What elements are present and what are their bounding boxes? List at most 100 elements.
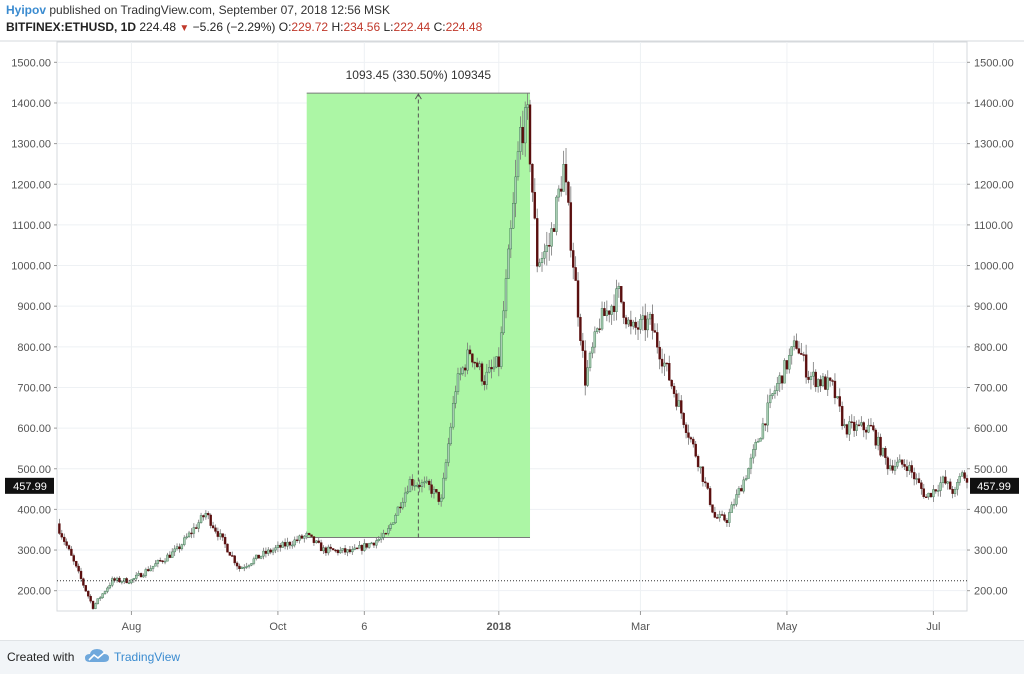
candle-body [838, 396, 841, 407]
y-tick-label-left: 700.00 [17, 382, 51, 394]
y-tick-label-right: 800.00 [974, 342, 1008, 354]
candle-body [663, 362, 666, 367]
candle-body [521, 126, 525, 144]
candle-body [77, 565, 80, 572]
candle-body [245, 566, 248, 568]
candle-body [120, 581, 124, 583]
candle-body [879, 436, 882, 456]
candle-body [281, 542, 284, 548]
candle-body [391, 522, 395, 525]
candle-body [207, 513, 210, 516]
candle-body [173, 548, 176, 553]
tradingview-cloud-icon[interactable] [84, 647, 110, 665]
last-price-value: 224.48 [139, 20, 177, 34]
candle-body [132, 578, 136, 580]
candle-body [502, 310, 505, 334]
candle-body [552, 228, 556, 232]
candle-body [487, 367, 491, 373]
candle-body [612, 305, 616, 312]
price-chart[interactable]: 200.00 200.00 300.00 300.00 400.00 400.00 500.… [0, 0, 1024, 640]
candle-body [795, 340, 798, 349]
candle-body [653, 330, 657, 333]
candle-body [327, 546, 330, 554]
candles-group [58, 93, 969, 610]
candle-body [668, 363, 671, 381]
candle-body [550, 228, 553, 247]
candle-body [533, 192, 537, 219]
candle-body [195, 527, 198, 529]
candle-body [103, 591, 107, 594]
last-price-badge-right [970, 477, 1019, 494]
candle-body [331, 548, 335, 551]
candle-body [704, 481, 707, 484]
candle-body [881, 448, 885, 456]
tradingview-link[interactable]: TradingView [114, 650, 181, 664]
y-tick-label-left: 400.00 [17, 504, 51, 516]
y-tick-label-right: 400.00 [974, 504, 1008, 516]
candle-body [252, 558, 256, 564]
candle-body [219, 533, 222, 537]
candle-body [250, 563, 253, 566]
candle-body [223, 537, 227, 545]
candle-body [439, 497, 443, 502]
candle-body [807, 377, 810, 380]
candle-body [99, 597, 102, 599]
candle-body [694, 443, 697, 457]
candle-body [339, 550, 342, 554]
candle-body [315, 540, 318, 543]
candle-body [564, 164, 568, 183]
candle-body [243, 567, 246, 569]
candle-body [262, 550, 265, 557]
candle-body [475, 362, 479, 368]
candle-body [183, 537, 186, 545]
footer-bar: Created with TradingView [0, 640, 1024, 674]
candle-body [154, 563, 157, 567]
author-link[interactable]: Hyipov [6, 3, 47, 17]
candle-body [840, 406, 844, 427]
candle-body [718, 514, 721, 518]
candle-body [696, 456, 700, 468]
candle-body [639, 318, 642, 330]
candle-body [415, 485, 419, 487]
candle-body [94, 603, 97, 609]
candle-body [874, 429, 877, 446]
candle-body [896, 461, 899, 467]
candle-body [737, 488, 741, 495]
candle-body [396, 506, 400, 516]
candle-body [569, 202, 573, 251]
candle-body [665, 362, 669, 365]
candle-body [960, 472, 964, 477]
y-tick-label-right: 700.00 [974, 382, 1008, 394]
candle-body [473, 361, 476, 364]
candle-body [161, 560, 164, 563]
high-label: H: [331, 20, 344, 34]
y-tick-label-left: 1000.00 [11, 261, 51, 273]
candle-body [504, 278, 508, 312]
y-tick-label-left: 1100.00 [12, 220, 51, 232]
range-box [306, 93, 531, 538]
x-tick-label: Mar [631, 621, 650, 633]
candle-body [300, 535, 304, 539]
candle-body [365, 543, 368, 548]
candle-body [528, 104, 532, 165]
candle-body [560, 188, 563, 192]
candle-body [680, 400, 683, 414]
candle-body [490, 367, 493, 370]
candle-body [461, 367, 464, 374]
y-tick-label-right: 1400.00 [974, 98, 1014, 110]
candle-body [536, 218, 539, 267]
candle-body [82, 578, 85, 586]
candle-body [735, 494, 738, 505]
candle-body [137, 573, 140, 576]
y-tick-label-left: 1200.00 [11, 179, 51, 191]
candle-body [749, 457, 753, 469]
candle-body [468, 349, 472, 355]
x-tick-label: 2018 [487, 621, 511, 633]
candle-body [910, 465, 913, 473]
candle-body [545, 245, 549, 252]
candle-body [944, 476, 947, 484]
candle-body [276, 544, 280, 549]
candle-body [271, 549, 275, 553]
candle-body [108, 585, 112, 589]
candle-body [524, 107, 527, 144]
